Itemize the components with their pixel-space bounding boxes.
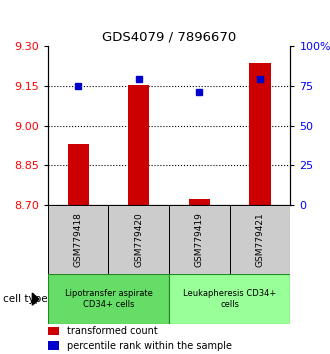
- Title: GDS4079 / 7896670: GDS4079 / 7896670: [102, 30, 236, 44]
- Text: percentile rank within the sample: percentile rank within the sample: [67, 341, 232, 350]
- Text: GSM779420: GSM779420: [134, 212, 143, 267]
- Text: GSM779418: GSM779418: [74, 212, 83, 267]
- Text: Leukapheresis CD34+
cells: Leukapheresis CD34+ cells: [183, 290, 277, 309]
- Bar: [48, 327, 58, 335]
- Bar: [48, 274, 169, 324]
- Bar: [169, 274, 290, 324]
- Bar: [109, 205, 169, 274]
- Bar: [128, 85, 149, 205]
- Text: GSM779421: GSM779421: [255, 212, 265, 267]
- Bar: [48, 341, 58, 350]
- Bar: [169, 205, 230, 274]
- Text: cell type: cell type: [3, 294, 48, 304]
- Bar: [68, 144, 89, 205]
- Bar: [48, 205, 109, 274]
- Bar: [230, 205, 290, 274]
- Bar: [249, 63, 271, 205]
- Text: GSM779419: GSM779419: [195, 212, 204, 267]
- Bar: [189, 199, 210, 205]
- Polygon shape: [32, 293, 39, 305]
- Text: transformed count: transformed count: [67, 326, 158, 336]
- Text: Lipotransfer aspirate
CD34+ cells: Lipotransfer aspirate CD34+ cells: [65, 290, 152, 309]
